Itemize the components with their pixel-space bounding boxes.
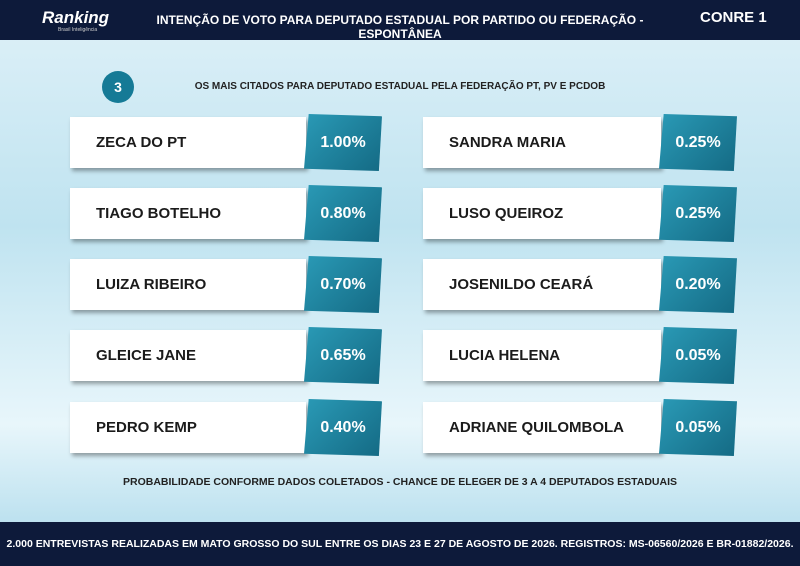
candidate-value: 0.70% — [304, 256, 382, 313]
candidate-card: ADRIANE QUILOMBOLA 0.05% — [423, 399, 737, 456]
candidate-name: GLEICE JANE — [96, 347, 197, 364]
candidate-value: 0.80% — [304, 185, 382, 242]
candidate-card: LUSO QUEIROZ 0.25% — [423, 185, 737, 242]
section-title: OS MAIS CITADOS PARA DEPUTADO ESTADUAL P… — [194, 81, 606, 92]
candidate-card: ZECA DO PT 1.00% — [70, 114, 382, 171]
candidate-value: 0.05% — [659, 399, 737, 456]
candidate-value: 0.25% — [659, 114, 737, 171]
candidate-name: ADRIANE QUILOMBOLA — [449, 419, 624, 436]
candidate-value: 0.25% — [659, 185, 737, 242]
brand: Ranking — [42, 8, 110, 27]
candidate-card: SANDRA MARIA 0.25% — [423, 114, 737, 171]
candidate-value: 1.00% — [304, 114, 382, 171]
candidate-card: PEDRO KEMP 0.40% — [70, 399, 382, 456]
candidate-name: LUIZA RIBEIRO — [96, 276, 207, 293]
candidate-name: SANDRA MARIA — [449, 134, 566, 151]
candidate-card: LUCIA HELENA 0.05% — [423, 327, 737, 384]
candidate-card: LUIZA RIBEIRO 0.70% — [70, 256, 382, 313]
candidate-value: 0.20% — [659, 256, 737, 313]
header-title: INTENÇÃO DE VOTO PARA DEPUTADO ESTADUAL … — [156, 13, 644, 41]
candidate-name: PEDRO KEMP — [96, 419, 197, 436]
candidate-card: JOSENILDO CEARÁ 0.20% — [423, 256, 737, 313]
candidate-value: 0.40% — [304, 399, 382, 456]
candidate-name: LUSO QUEIROZ — [449, 205, 564, 222]
candidate-value: 0.65% — [304, 327, 382, 384]
header-bar — [0, 0, 800, 40]
logo: CONRE 1 — [700, 9, 767, 26]
footer: 2.000 ENTREVISTAS REALIZADAS EM MATO GRO… — [6, 538, 794, 550]
candidate-name: TIAGO BOTELHO — [96, 205, 221, 222]
candidate-card: TIAGO BOTELHO 0.80% — [70, 185, 382, 242]
brand-sub: Brasil Inteligência — [58, 27, 98, 33]
note: PROBABILIDADE CONFORME DADOS COLETADOS -… — [122, 476, 677, 488]
candidate-name: LUCIA HELENA — [449, 347, 561, 364]
candidate-card: GLEICE JANE 0.65% — [70, 327, 382, 384]
footer-bar — [0, 522, 800, 566]
candidate-value: 0.05% — [659, 327, 737, 384]
candidate-name: JOSENILDO CEARÁ — [449, 276, 594, 293]
candidate-name: ZECA DO PT — [96, 134, 187, 151]
section-number: 3 — [102, 71, 134, 103]
